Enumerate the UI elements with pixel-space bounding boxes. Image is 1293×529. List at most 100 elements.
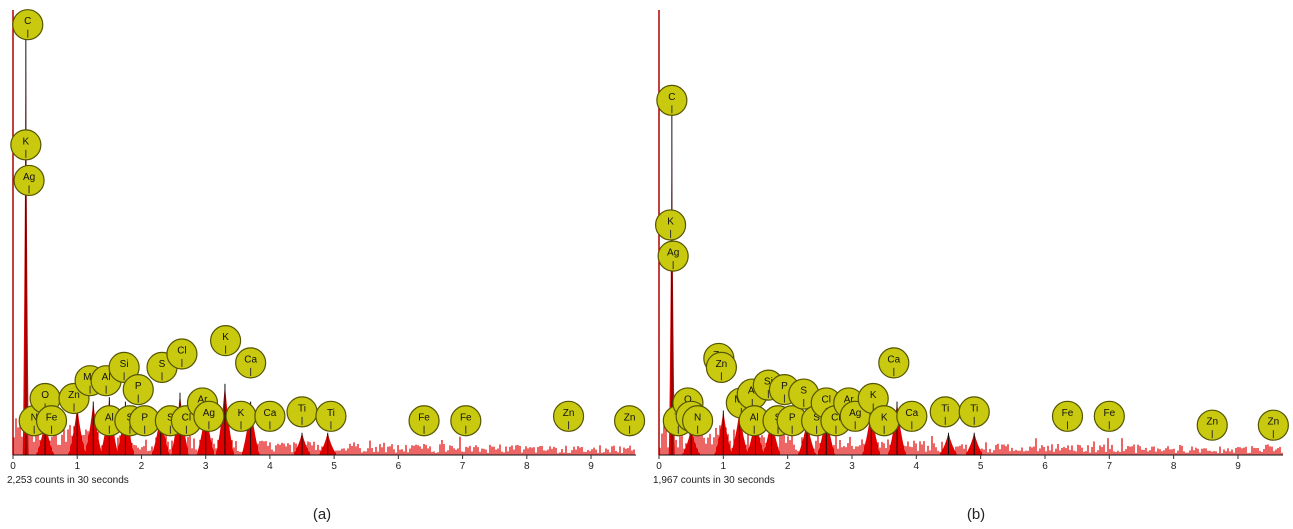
element-marker-circle	[552, 400, 585, 432]
element-marker-label: Fe	[460, 412, 472, 423]
element-marker: Ti	[286, 396, 318, 428]
element-marker-label: Ag	[667, 248, 679, 259]
x-tick-label: 3	[203, 461, 209, 472]
element-marker: Fe	[1051, 400, 1084, 432]
x-tick-label: 8	[524, 461, 530, 472]
element-marker-circle	[1093, 400, 1125, 432]
element-marker: K	[868, 405, 900, 437]
element-marker-circle	[654, 209, 687, 241]
x-tick-label: 2	[785, 461, 791, 472]
x-tick-label: 6	[1042, 461, 1048, 472]
element-marker-label: K	[222, 332, 229, 343]
element-marker: Cl	[166, 338, 198, 370]
spectrum-panel-b: 0 1 2 3 4 5 6 7 8 9 1,967 counts in 30 seconds C K Ag…	[646, 0, 1293, 500]
element-marker: K	[654, 209, 687, 241]
element-marker-label: Fe	[418, 412, 430, 423]
x-tick-label: 1	[721, 461, 727, 472]
x-tick-label: 0	[10, 461, 16, 472]
x-tick-label: 5	[978, 461, 984, 472]
element-marker: Fe	[35, 405, 68, 437]
element-marker: Fe	[1093, 400, 1125, 432]
element-marker-label: Ca	[905, 408, 918, 419]
element-marker-label: Fe	[1062, 408, 1074, 419]
element-marker: Fe	[450, 405, 482, 437]
element-marker-label: S	[167, 412, 174, 423]
element-marker-label: K	[870, 390, 877, 401]
element-marker-label: Ar	[197, 394, 208, 405]
x-tick-label: 9	[588, 461, 594, 472]
element-marker-circle	[122, 374, 154, 406]
element-marker-circle	[315, 400, 347, 432]
element-marker-circle	[209, 325, 242, 357]
element-marker-label: Ag	[849, 408, 861, 419]
element-marker-label: Cl	[831, 412, 840, 423]
element-marker-label: O	[41, 390, 49, 401]
element-marker-label: Ti	[970, 403, 978, 414]
element-marker-circle	[1051, 400, 1084, 432]
element-marker-label: Zn	[1268, 417, 1280, 428]
element-marker: Ti	[958, 396, 990, 428]
element-marker-circle	[108, 351, 140, 383]
element-marker: Zn	[613, 405, 646, 437]
element-marker-label: Cl	[822, 394, 831, 405]
element-marker-circle	[235, 347, 267, 379]
element-marker-label: K	[881, 412, 888, 423]
counts-label: 2,253 counts in 30 seconds	[7, 475, 129, 486]
element-marker-label: Fe	[1103, 408, 1115, 419]
element-marker: P	[129, 405, 161, 437]
element-marker-label: Zn	[563, 408, 575, 419]
element-marker: P	[122, 374, 154, 406]
element-marker-label: N	[31, 412, 38, 423]
element-marker-label: P	[141, 412, 148, 423]
element-marker-circle	[254, 400, 286, 432]
element-marker-label: Ti	[941, 403, 949, 414]
element-marker: K	[10, 129, 42, 161]
element-marker-label: S	[813, 412, 820, 423]
element-marker-label: C	[24, 16, 31, 27]
element-marker-label: Fe	[46, 412, 58, 423]
x-tick-label: 7	[460, 461, 466, 472]
element-marker-label: Ar	[844, 394, 855, 405]
element-marker-circle	[10, 129, 42, 161]
element-marker: Ti	[929, 396, 961, 428]
element-marker-label: C	[668, 92, 675, 103]
element-marker-circle	[1257, 409, 1289, 441]
x-tick-label: 3	[849, 461, 855, 472]
element-marker: Ca	[254, 400, 286, 432]
element-marker: K	[225, 400, 257, 432]
element-marker-label: P	[781, 381, 788, 392]
element-marker: Ca	[235, 347, 267, 379]
element-marker-circle	[657, 240, 689, 272]
element-marker-label: K	[23, 136, 30, 147]
x-tick-label: 1	[74, 461, 80, 472]
element-marker-label: Mg	[83, 372, 97, 383]
element-marker: Ag	[657, 240, 689, 272]
element-marker: Ag	[193, 400, 225, 432]
spectrum-panel-a: 0 1 2 3 4 5 6 7 8 9 2,253 counts in 30 seconds C K Ag…	[0, 0, 646, 500]
x-tick-label: 7	[1107, 461, 1113, 472]
x-tick-label: 9	[1235, 461, 1241, 472]
element-marker: Ag	[13, 164, 45, 197]
element-marker-circle	[12, 9, 44, 41]
element-marker: C	[12, 9, 44, 41]
element-marker-label: Ca	[887, 354, 900, 365]
element-marker-label: S	[159, 359, 166, 370]
spectrum-chart-a: 0 1 2 3 4 5 6 7 8 9 2,253 counts in 30 seconds C K Ag…	[7, 9, 646, 486]
spectrum-chart-b: 0 1 2 3 4 5 6 7 8 9 1,967 counts in 30 seconds C K Ag…	[653, 10, 1289, 486]
element-marker: Ti	[315, 400, 347, 432]
element-marker-label: P	[789, 412, 796, 423]
element-marker: Zn	[1196, 409, 1228, 441]
element-marker: P	[776, 405, 808, 437]
element-marker-label: Zn	[624, 412, 636, 423]
element-marker-circle	[705, 351, 738, 383]
element-marker: Zn	[705, 351, 738, 383]
element-marker-circle	[35, 405, 68, 437]
element-marker-label: Ca	[264, 408, 277, 419]
x-tick-label: 2	[139, 461, 145, 472]
element-marker-label: Ag	[203, 408, 215, 419]
element-marker: N	[681, 405, 714, 437]
element-marker-label: Zn	[68, 390, 80, 401]
element-marker-label: Ca	[244, 354, 257, 365]
element-marker-circle	[681, 405, 714, 437]
element-marker-label: Zn	[716, 359, 728, 370]
